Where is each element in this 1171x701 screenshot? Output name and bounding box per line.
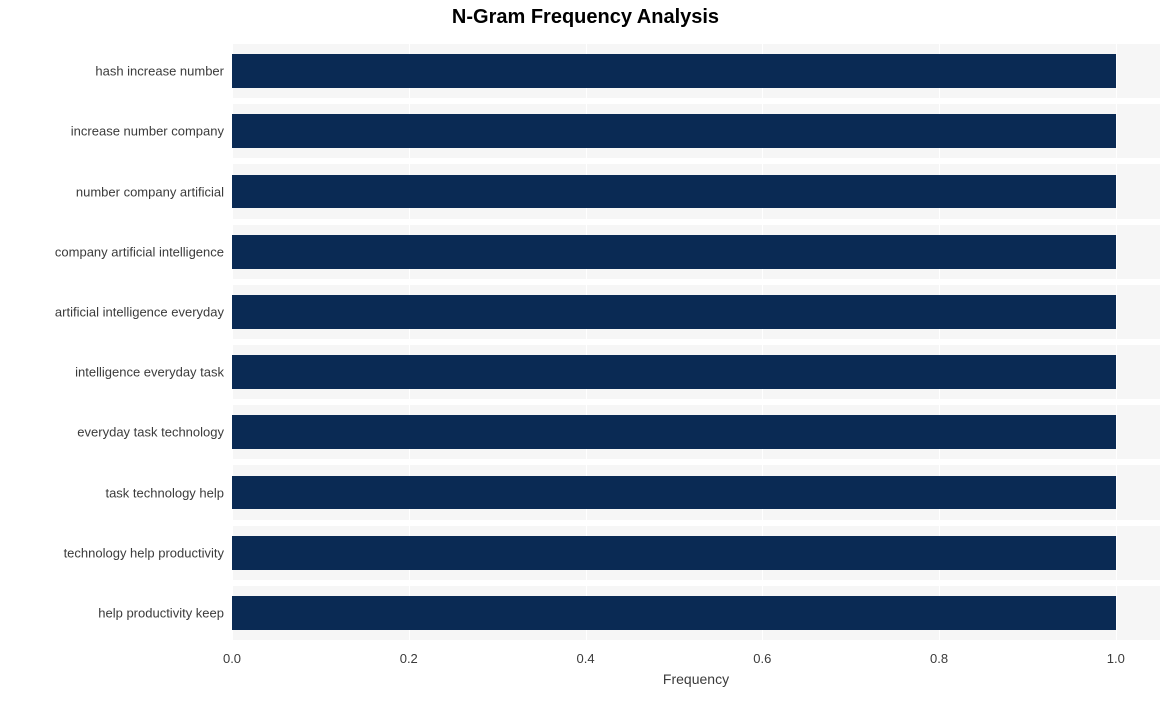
- bar: [232, 235, 1116, 269]
- plot-wrap: 0.00.20.40.60.81.0hash increase numberin…: [232, 41, 1160, 643]
- bar: [232, 54, 1116, 88]
- bar: [232, 114, 1116, 148]
- bar-row: [232, 355, 1160, 389]
- y-tick-label: task technology help: [105, 485, 232, 500]
- x-axis-title: Frequency: [663, 671, 729, 687]
- bar: [232, 295, 1116, 329]
- bar-row: [232, 295, 1160, 329]
- x-tick-label: 0.0: [223, 643, 241, 666]
- x-tick-label: 0.2: [400, 643, 418, 666]
- bar: [232, 476, 1116, 510]
- bar-row: [232, 175, 1160, 209]
- bar-row: [232, 536, 1160, 570]
- x-tick-label: 1.0: [1107, 643, 1125, 666]
- bar-row: [232, 114, 1160, 148]
- bar-row: [232, 476, 1160, 510]
- y-tick-label: help productivity keep: [98, 605, 232, 620]
- bar-row: [232, 596, 1160, 630]
- y-tick-label: intelligence everyday task: [75, 365, 232, 380]
- y-tick-label: number company artificial: [76, 184, 232, 199]
- bar: [232, 596, 1116, 630]
- bar-row: [232, 415, 1160, 449]
- x-tick-label: 0.4: [576, 643, 594, 666]
- bar: [232, 415, 1116, 449]
- y-tick-label: everyday task technology: [77, 425, 232, 440]
- y-tick-label: company artificial intelligence: [55, 244, 232, 259]
- x-tick-label: 0.6: [753, 643, 771, 666]
- plot-area: 0.00.20.40.60.81.0hash increase numberin…: [232, 41, 1160, 643]
- bar: [232, 355, 1116, 389]
- y-tick-label: artificial intelligence everyday: [55, 304, 232, 319]
- bar: [232, 536, 1116, 570]
- y-tick-label: increase number company: [71, 124, 232, 139]
- y-tick-label: hash increase number: [95, 64, 232, 79]
- y-tick-label: technology help productivity: [64, 545, 232, 560]
- bar: [232, 175, 1116, 209]
- x-tick-label: 0.8: [930, 643, 948, 666]
- bar-row: [232, 54, 1160, 88]
- chart-title: N-Gram Frequency Analysis: [0, 6, 1171, 29]
- bar-row: [232, 235, 1160, 269]
